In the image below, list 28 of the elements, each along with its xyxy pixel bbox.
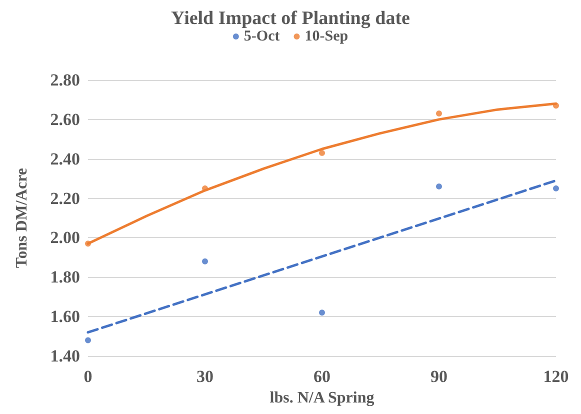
chart-title: Yield Impact of Planting date xyxy=(171,8,410,29)
point xyxy=(436,183,442,190)
point xyxy=(553,185,559,192)
x-axis-title: lbs. N/A Spring xyxy=(270,389,374,406)
x-tick-label: 0 xyxy=(84,367,92,386)
y-tick-label: 2.40 xyxy=(50,149,80,168)
point xyxy=(85,337,91,344)
point xyxy=(319,150,325,156)
y-tick-label: 1.60 xyxy=(50,307,80,326)
point xyxy=(202,258,208,264)
point xyxy=(85,240,91,247)
point xyxy=(553,102,559,109)
y-tick-label: 1.80 xyxy=(50,268,80,287)
x-tick-label: 120 xyxy=(543,367,569,386)
legend-label: 5-Oct xyxy=(244,28,280,44)
y-tick-label: 2.00 xyxy=(50,228,80,248)
legend-label: 10-Sep xyxy=(304,28,348,44)
y-tick-label: 2.60 xyxy=(50,110,80,129)
point xyxy=(436,110,442,117)
x-tick-label: 30 xyxy=(196,367,214,386)
x-tick-label: 60 xyxy=(314,367,330,386)
y-tick-label: 1.40 xyxy=(50,346,80,366)
point xyxy=(319,310,325,316)
y-axis-title: Tons DM/Acre xyxy=(14,168,30,268)
point xyxy=(202,185,208,192)
y-tick-label: 2.20 xyxy=(50,188,80,208)
x-tick-label: 90 xyxy=(430,367,448,386)
y-tick-label: 2.80 xyxy=(50,70,80,90)
